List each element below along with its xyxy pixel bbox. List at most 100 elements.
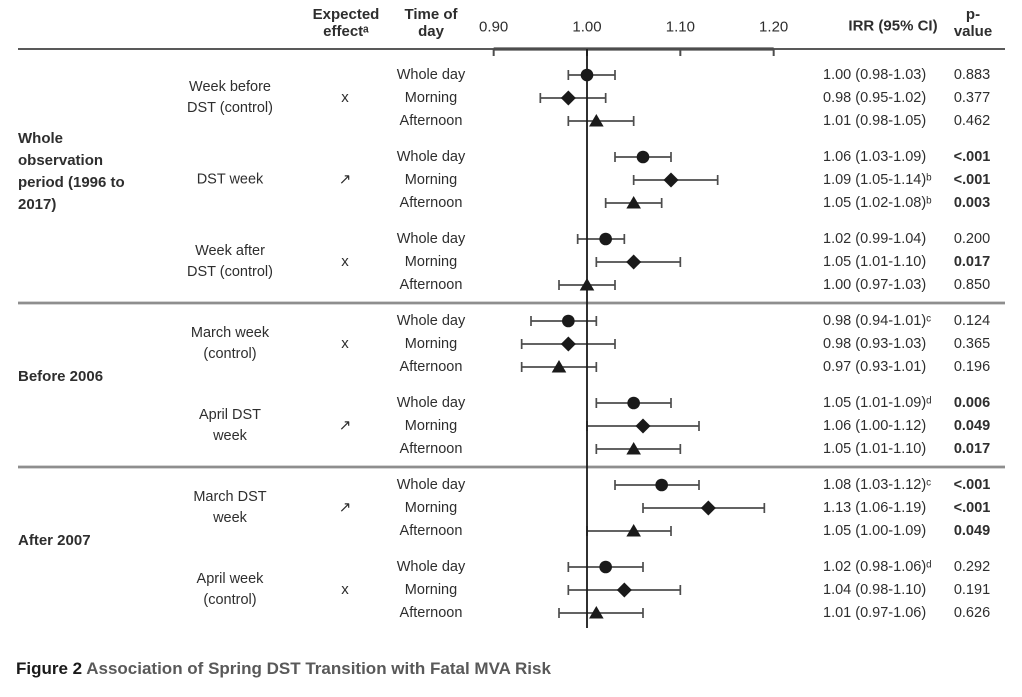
irr-value: 1.00 (0.98-1.03) — [823, 67, 927, 83]
marker-circle — [655, 478, 668, 492]
irr-value: 1.05 (1.01-1.09)ᵈ — [823, 395, 932, 411]
subgroup-label-line: Week before — [189, 79, 271, 95]
irr-value: 1.05 (1.01-1.10) — [823, 254, 927, 270]
expected-effect-symbol: x — [341, 335, 349, 352]
marker-diamond — [663, 172, 679, 188]
expected-effect-symbol: ↗ — [338, 171, 352, 188]
irr-value: 1.06 (1.00-1.12) — [823, 418, 927, 434]
column-header-time-of-day: Time of day — [391, 6, 471, 40]
subgroup-label-line: week — [213, 428, 247, 444]
marker-circle — [636, 150, 650, 164]
subgroup-label-line: DST (control) — [187, 264, 273, 280]
column-header-p-value-line2: value — [953, 23, 993, 40]
p-value: 0.365 — [953, 336, 991, 352]
subgroup-label-line: week — [213, 510, 247, 526]
axis-tick-label: 1.20 — [759, 18, 789, 36]
p-value: 0.626 — [953, 605, 991, 621]
time-of-day-label: Morning — [404, 582, 458, 598]
expected-effect-symbol: x — [341, 253, 349, 270]
p-value: 0.049 — [953, 418, 991, 434]
time-of-day-label: Afternoon — [399, 359, 463, 375]
expected-effect-symbol: x — [341, 89, 349, 106]
figure-caption-prefix: Figure 2 — [16, 659, 83, 678]
axis-tick-label: 1.10 — [665, 18, 695, 36]
marker-circle — [599, 232, 612, 246]
marker-triangle — [589, 114, 604, 127]
marker-diamond — [635, 418, 651, 434]
group-label-line: 2017) — [18, 196, 57, 213]
p-value: 0.883 — [953, 67, 991, 83]
subgroup-label: DST week — [145, 170, 315, 191]
irr-value: 1.00 (0.97-1.03) — [823, 277, 927, 293]
irr-value: 1.01 (0.98-1.05) — [823, 113, 927, 129]
irr-value: 1.06 (1.03-1.09) — [823, 149, 927, 165]
subgroup-label: April week (control) — [145, 569, 315, 611]
marker-triangle — [589, 606, 604, 619]
column-header-p-value-line1: p- — [965, 6, 981, 23]
time-of-day-label: Afternoon — [399, 113, 463, 129]
subgroup-label: Week before DST (control) — [145, 77, 315, 119]
time-of-day-label: Morning — [404, 90, 458, 106]
subgroup-label-line: March DST — [193, 489, 267, 505]
time-of-day-label: Afternoon — [399, 441, 463, 457]
irr-value: 1.05 (1.00-1.09) — [823, 523, 927, 539]
subgroup-label: March week (control) — [145, 323, 315, 365]
group-label-line: Whole — [18, 130, 63, 147]
marker-diamond — [560, 90, 576, 106]
p-value: 0.017 — [953, 254, 991, 270]
time-of-day-label: Afternoon — [399, 277, 463, 293]
expected-effect-symbol: ↗ — [338, 417, 352, 434]
time-of-day-label: Whole day — [396, 313, 466, 329]
p-value: 0.200 — [953, 231, 991, 247]
subgroup-label-line: DST (control) — [187, 100, 273, 116]
group-label-line: Before 2006 — [18, 368, 104, 385]
time-of-day-label: Morning — [404, 172, 458, 188]
figure-caption-title: Association of Spring DST Transition wit… — [86, 659, 551, 678]
subgroup-label: Week after DST (control) — [145, 241, 315, 283]
time-of-day-label: Whole day — [396, 395, 466, 411]
irr-value: 1.08 (1.03-1.12)ᶜ — [823, 477, 932, 493]
p-value: 0.850 — [953, 277, 991, 293]
time-of-day-label: Whole day — [396, 477, 466, 493]
p-value: <.001 — [953, 477, 991, 493]
p-value: 0.003 — [953, 195, 991, 211]
irr-value: 1.01 (0.97-1.06) — [823, 605, 927, 621]
group-label-line: period (1996 to — [18, 174, 125, 191]
column-header-time-of-day-line1: Time of — [404, 6, 458, 23]
subgroup-label-line: (control) — [203, 592, 257, 608]
irr-value: 1.02 (0.99-1.04) — [823, 231, 927, 247]
expected-effect-symbol: x — [341, 581, 349, 598]
p-value: 0.124 — [953, 313, 991, 329]
irr-value: 1.13 (1.06-1.19) — [823, 500, 927, 516]
time-of-day-label: Morning — [404, 254, 458, 270]
marker-circle — [562, 314, 575, 328]
subgroup-label: April DST week — [145, 405, 315, 447]
column-header-p-value: p- value — [942, 6, 1004, 40]
group-label-line: After 2007 — [18, 532, 91, 549]
p-value: <.001 — [953, 149, 991, 165]
irr-value: 1.04 (0.98-1.10) — [823, 582, 927, 598]
group-label: Before 2006 — [18, 366, 166, 388]
p-value: 0.377 — [953, 90, 991, 106]
marker-triangle — [626, 524, 641, 537]
column-header-expected-effect-line1: Expected — [312, 6, 380, 23]
marker-triangle — [626, 442, 641, 455]
marker-circle — [599, 560, 612, 574]
p-value: 0.462 — [953, 113, 991, 129]
time-of-day-label: Whole day — [396, 231, 466, 247]
p-value: 0.191 — [953, 582, 991, 598]
marker-diamond — [560, 336, 576, 352]
axis-tick-label: 1.00 — [572, 18, 602, 36]
p-value: 0.049 — [953, 523, 991, 539]
time-of-day-label: Morning — [404, 336, 458, 352]
subgroup-label-line: April DST — [198, 407, 262, 423]
column-header-time-of-day-line2: day — [418, 23, 444, 40]
subgroup-label-line: March week — [190, 325, 270, 341]
figure-caption: Figure 2 Association of Spring DST Trans… — [16, 659, 551, 679]
irr-value: 1.05 (1.01-1.10) — [823, 441, 927, 457]
p-value: 0.292 — [953, 559, 991, 575]
axis-tick-label: 0.90 — [479, 18, 509, 36]
time-of-day-label: Whole day — [396, 149, 466, 165]
